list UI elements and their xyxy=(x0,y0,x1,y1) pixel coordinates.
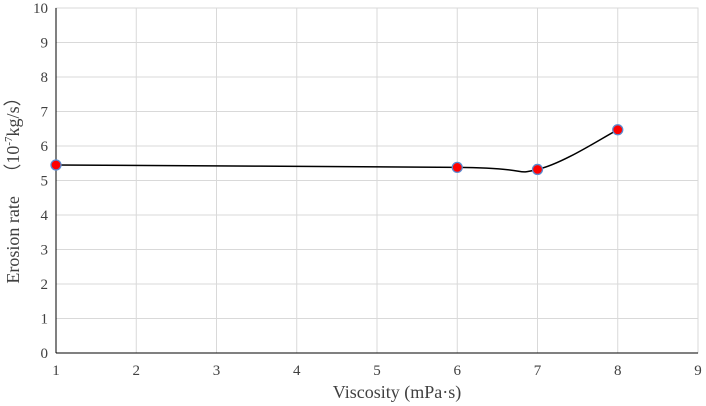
y-tick-label-6: 6 xyxy=(41,139,49,155)
x-tick-label-9: 9 xyxy=(694,363,702,379)
y-tick-label-1: 1 xyxy=(41,312,49,328)
x-tick-label-1: 1 xyxy=(52,363,60,379)
y-tick-label-0: 0 xyxy=(41,346,49,362)
x-tick-label-5: 5 xyxy=(373,363,381,379)
y-tick-label-5: 5 xyxy=(41,174,49,190)
x-tick-label-8: 8 xyxy=(614,363,622,379)
y-axis-title: Erosion rate （10-7kg/s） xyxy=(3,88,23,283)
y-tick-label-8: 8 xyxy=(41,70,49,86)
y-tick-label-10: 10 xyxy=(33,1,48,17)
data-point-0-3 xyxy=(612,124,624,136)
y-axis-title-main: Erosion rate xyxy=(3,196,23,283)
x-tick-label-3: 3 xyxy=(213,363,221,379)
x-tick-label-7: 7 xyxy=(534,363,542,379)
x-tick-label-6: 6 xyxy=(454,363,462,379)
x-tick-label-2: 2 xyxy=(133,363,141,379)
data-point-0-0 xyxy=(50,159,62,171)
y-tick-label-9: 9 xyxy=(41,36,49,52)
gridlines xyxy=(55,8,698,354)
data-point-0-2 xyxy=(531,163,544,176)
x-tick-label-4: 4 xyxy=(293,363,301,379)
series-group xyxy=(50,124,624,176)
y-axis-title-unit-base: 10 xyxy=(3,146,23,164)
x-axis-ticks: 1 2 3 4 5 6 7 8 9 xyxy=(52,363,702,379)
y-tick-label-3: 3 xyxy=(41,243,49,259)
x-axis-title: Viscosity (mPa·s) xyxy=(333,382,461,403)
y-tick-label-7: 7 xyxy=(41,105,49,121)
y-axis-ticks: 0 1 2 3 4 5 6 7 8 9 10 xyxy=(33,1,49,362)
data-point-0-1 xyxy=(451,161,463,174)
y-tick-label-2: 2 xyxy=(41,277,49,293)
y-axis-title-unit-exponent: -7 xyxy=(3,136,15,146)
y-tick-label-4: 4 xyxy=(41,208,49,224)
y-axis-title-unit-suffix: kg/s xyxy=(3,106,23,136)
series-line-0 xyxy=(55,129,619,173)
